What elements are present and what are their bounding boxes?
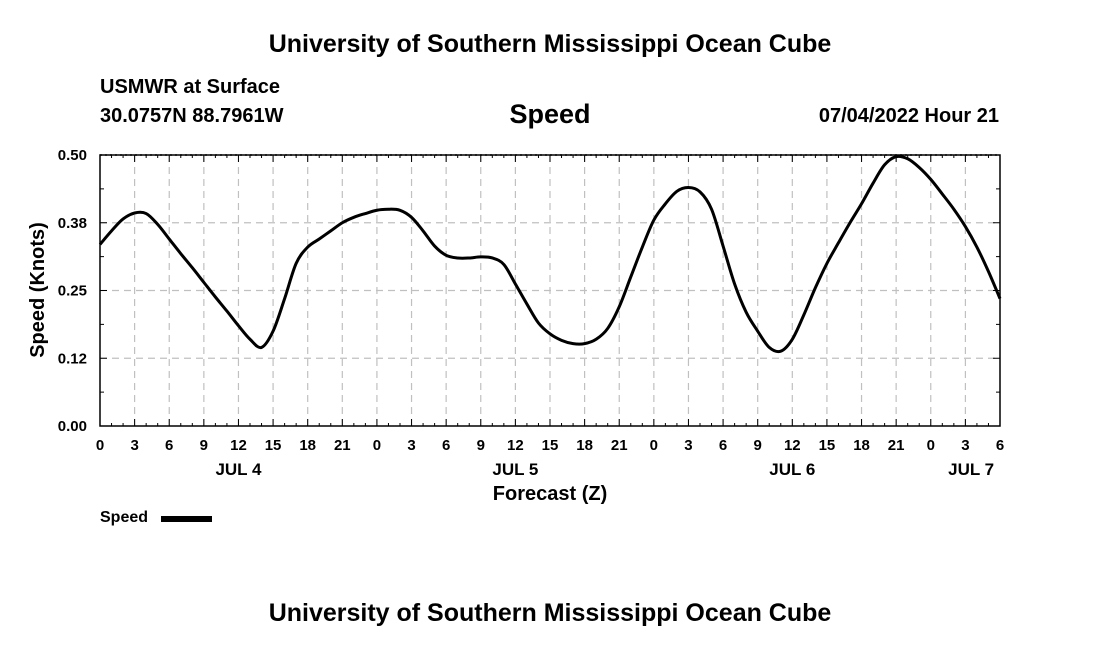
y-tick-label: 0.00: [58, 418, 87, 435]
x-tick-label: 0: [650, 437, 658, 454]
x-tick-label: 3: [961, 437, 969, 454]
x-axis-label: Forecast (Z): [493, 483, 607, 505]
day-label: JUL 5: [492, 460, 538, 479]
x-tick-label: 6: [996, 437, 1004, 454]
x-tick-label: 3: [684, 437, 692, 454]
axis-ticks: [99, 154, 1001, 427]
day-label: JUL 7: [948, 460, 994, 479]
x-tick-label: 6: [719, 437, 727, 454]
speed-series-line: [98, 154, 1002, 354]
y-tick-label: 0.50: [58, 147, 87, 164]
x-tick-label: 15: [819, 437, 836, 454]
x-tick-label: 18: [299, 437, 316, 454]
x-tick-label: 21: [611, 437, 628, 454]
y-axis-label: Speed (Knots): [27, 222, 49, 358]
x-tick-label: 21: [334, 437, 351, 454]
series-layer: [98, 154, 1002, 354]
x-tick-label: 0: [96, 437, 104, 454]
x-tick-label: 9: [477, 437, 485, 454]
x-tick-label: 3: [130, 437, 138, 454]
y-tick-label: 0.38: [58, 215, 87, 232]
x-tick-label: 3: [407, 437, 415, 454]
day-label: JUL 6: [769, 460, 815, 479]
legend-swatch: [161, 516, 212, 522]
datetime-label: 07/04/2022 Hour 21: [818, 105, 999, 127]
axis-labels: 0 3 6 9 12 15 18 21 0 3 6 9 12 15 18 21 0 3 6 9 12 15 18 21 0 3 6 0…: [58, 147, 1004, 479]
x-tick-label: 9: [754, 437, 762, 454]
x-tick-label: 18: [576, 437, 593, 454]
x-tick-label: 21: [888, 437, 905, 454]
footer-title: University of Southern Mississippi Ocean…: [268, 599, 832, 627]
x-tick-label: 6: [442, 437, 450, 454]
x-tick-label: 12: [230, 437, 247, 454]
coordinates-label: 30.0757N 88.7961W: [100, 105, 284, 127]
y-tick-label: 0.12: [58, 350, 87, 367]
x-tick-label: 15: [265, 437, 282, 454]
x-tick-label: 6: [165, 437, 173, 454]
legend-label: Speed: [100, 509, 149, 526]
variable-title: Speed: [509, 99, 591, 129]
y-tick-label: 0.25: [58, 283, 87, 300]
x-tick-label: 9: [200, 437, 208, 454]
x-tick-label: 0: [927, 437, 935, 454]
day-label: JUL 4: [215, 460, 262, 479]
chart-title: University of Southern Mississippi Ocean…: [268, 30, 832, 58]
x-tick-label: 12: [784, 437, 801, 454]
x-tick-label: 18: [853, 437, 870, 454]
x-tick-label: 12: [507, 437, 524, 454]
x-tick-label: 0: [373, 437, 381, 454]
x-tick-label: 15: [542, 437, 559, 454]
station-label: USMWR at Surface: [100, 76, 281, 98]
